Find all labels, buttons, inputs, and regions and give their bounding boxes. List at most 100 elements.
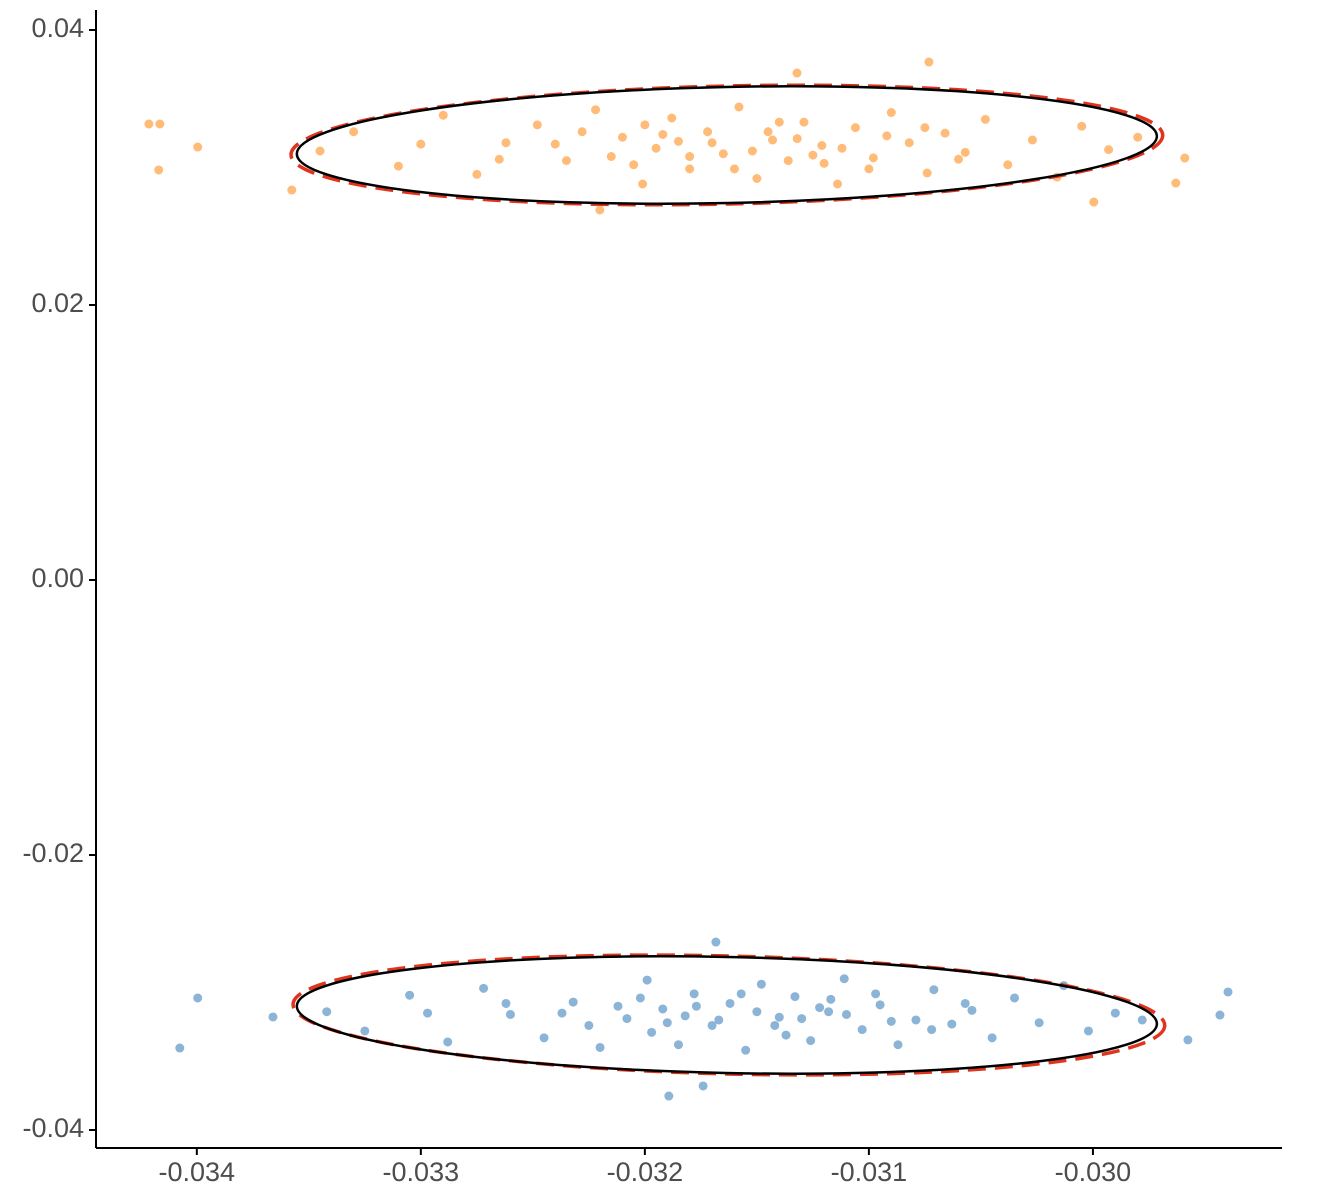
point	[613, 1001, 623, 1011]
point	[629, 160, 639, 170]
y-tick-label: 0.04	[31, 13, 84, 43]
point	[729, 164, 739, 174]
point	[940, 128, 950, 138]
point	[967, 1005, 977, 1015]
y-tick-label: -0.04	[22, 1113, 84, 1143]
point	[714, 1015, 724, 1025]
point	[707, 1020, 717, 1030]
point	[595, 1042, 605, 1052]
point	[154, 165, 164, 175]
point	[640, 120, 650, 130]
point	[662, 1018, 672, 1028]
point	[691, 1001, 701, 1011]
point	[658, 1004, 668, 1014]
point	[287, 185, 297, 195]
point	[472, 169, 482, 179]
point	[658, 130, 668, 140]
point	[550, 139, 560, 149]
point	[770, 1020, 780, 1030]
point	[501, 998, 511, 1008]
point	[826, 994, 836, 1004]
point	[922, 168, 932, 178]
point	[920, 123, 930, 133]
point	[837, 143, 847, 153]
point	[882, 131, 892, 141]
point	[824, 1007, 834, 1017]
point	[606, 152, 616, 162]
point	[841, 1009, 851, 1019]
point	[1089, 197, 1099, 207]
point	[193, 142, 203, 152]
point	[423, 1008, 433, 1018]
point	[322, 1007, 332, 1017]
y-tick-label: 0.02	[31, 288, 84, 318]
point	[591, 105, 601, 115]
point	[927, 1025, 937, 1035]
point	[1171, 178, 1181, 188]
point	[850, 123, 860, 133]
point	[911, 1015, 921, 1025]
point	[736, 989, 746, 999]
point	[349, 127, 359, 137]
point	[806, 1036, 816, 1046]
point	[904, 138, 914, 148]
point	[315, 146, 325, 156]
point	[815, 1003, 825, 1013]
point	[144, 119, 154, 129]
x-tick-label: -0.034	[159, 1157, 236, 1187]
point	[707, 138, 717, 148]
point	[864, 164, 874, 174]
point	[416, 139, 426, 149]
point	[987, 1033, 997, 1043]
point	[667, 113, 677, 123]
point	[1010, 993, 1020, 1003]
point	[685, 164, 695, 174]
point	[642, 975, 652, 985]
point	[577, 127, 587, 137]
point	[768, 135, 778, 145]
point	[360, 1026, 370, 1036]
point	[808, 150, 818, 160]
point	[819, 158, 829, 168]
point	[747, 146, 757, 156]
point	[960, 147, 970, 157]
point	[622, 1014, 632, 1024]
point	[1034, 1018, 1044, 1028]
point	[1083, 1026, 1093, 1036]
point	[1137, 1015, 1147, 1025]
point	[685, 152, 695, 162]
point	[839, 974, 849, 984]
point	[752, 1007, 762, 1017]
point	[797, 1014, 807, 1024]
point	[561, 156, 571, 166]
point	[783, 156, 793, 166]
point	[792, 68, 802, 78]
point	[1223, 987, 1233, 997]
point	[924, 57, 934, 67]
point	[595, 205, 605, 215]
point	[1215, 1010, 1225, 1020]
y-tick-label: 0.00	[31, 563, 84, 593]
point	[638, 179, 648, 189]
point	[635, 993, 645, 1003]
x-tick-label: -0.032	[607, 1157, 684, 1187]
point	[790, 992, 800, 1002]
point	[673, 136, 683, 146]
point	[680, 1011, 690, 1021]
point	[799, 117, 809, 127]
point	[954, 154, 964, 164]
point	[774, 117, 784, 127]
point	[868, 153, 878, 163]
point	[664, 1091, 674, 1101]
point	[756, 979, 766, 989]
point	[817, 141, 827, 151]
point	[774, 1012, 784, 1022]
point	[584, 1020, 594, 1030]
point	[886, 1016, 896, 1026]
point	[947, 1019, 957, 1029]
point	[438, 110, 448, 120]
point	[155, 119, 165, 129]
point	[718, 149, 728, 159]
point	[1133, 132, 1143, 142]
